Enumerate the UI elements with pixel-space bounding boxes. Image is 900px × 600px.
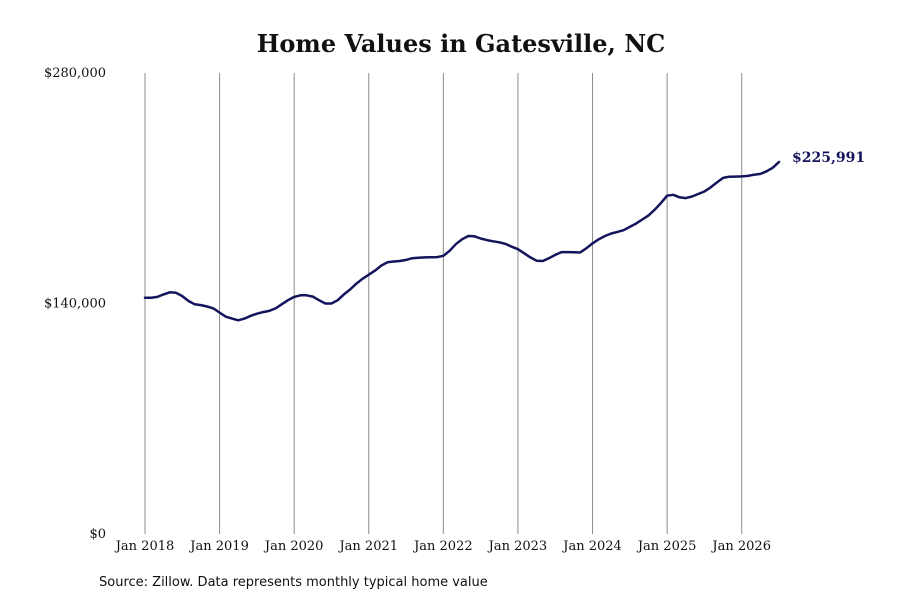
y-tick-labels: $0 $140,000 $280,000 [44,66,106,542]
x-tick-label: Jan 2019 [188,539,249,554]
chart-title: Home Values in Gatesville, NC [257,29,666,58]
x-tick-labels: Jan 2018 Jan 2019 Jan 2020 Jan 2021 Jan 2022… [114,539,771,554]
x-tick-label: Jan 2024 [561,539,622,554]
y-tick-label: $280,000 [44,66,106,81]
series-line [143,160,781,322]
x-tick-label: Jan 2022 [412,539,473,554]
x-tick-label: Jan 2023 [487,539,548,554]
y-tick-label: $0 [89,527,106,542]
end-value-label: $225,991 [792,150,865,166]
source-note: Source: Zillow. Data represents monthly … [99,575,488,590]
x-tick-label: Jan 2021 [337,539,398,554]
y-tick-label: $140,000 [44,297,106,312]
x-tick-label: Jan 2025 [636,539,697,554]
vertical-gridlines [144,73,743,534]
x-tick-label: Jan 2026 [710,539,771,554]
x-tick-label: Jan 2018 [114,539,175,554]
x-tick-label: Jan 2020 [263,539,324,554]
